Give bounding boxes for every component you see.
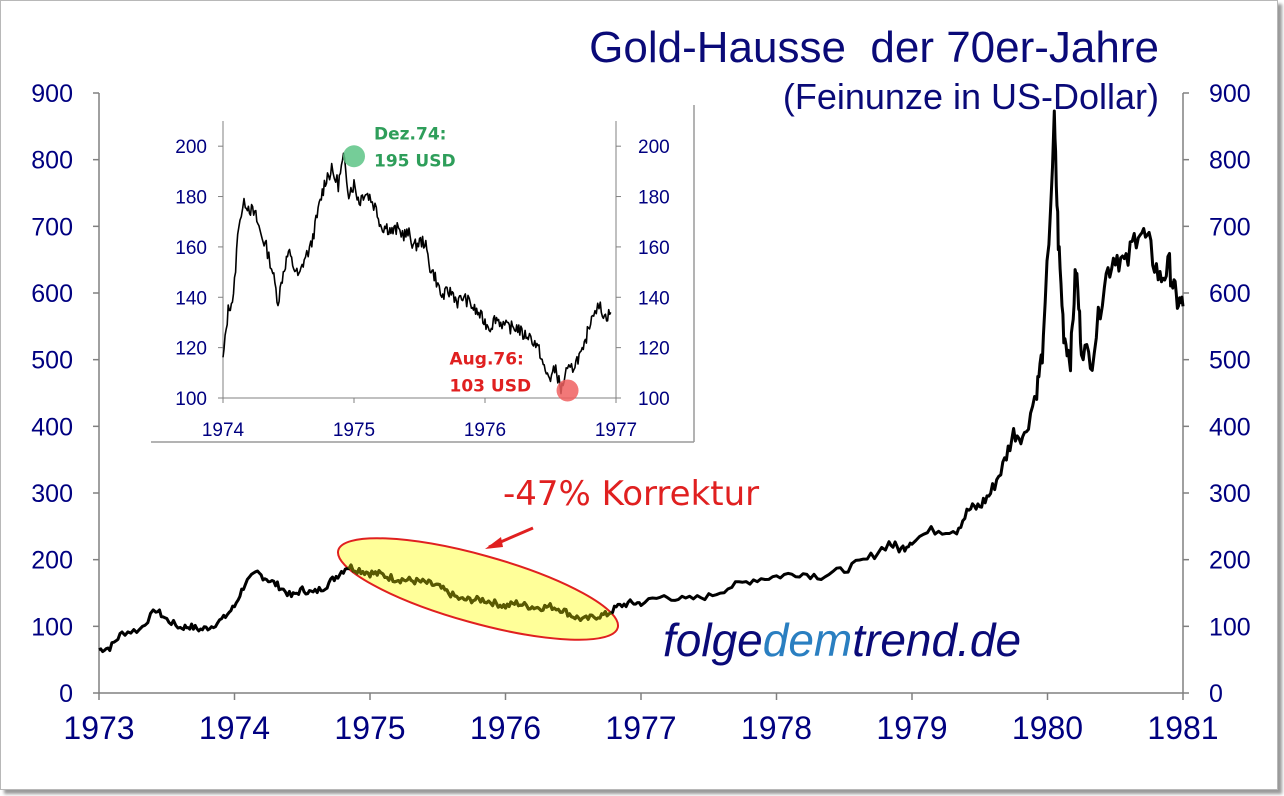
inset-y-tick-label-right: 100 (638, 389, 670, 410)
chart-subtitle: (Feinunze in US-Dollar) (783, 76, 1159, 117)
main-x-tick-label: 1981 (1147, 710, 1218, 746)
main-x-tick-label: 1975 (334, 710, 405, 746)
inset-y-tick-label-right: 180 (638, 188, 670, 209)
main-axes: 0 0 100 100 200 200 300 300 400 400 500 500 600 600 70… (31, 80, 1250, 746)
main-series-line-highlighted (329, 517, 627, 654)
inset-annotation-marker (343, 145, 365, 168)
inset-annotation-value: 103 USD (450, 376, 532, 396)
inset-x-tick-label: 1976 (464, 420, 506, 441)
brand-part-folge: folge (663, 614, 763, 666)
main-x-tick-label: 1980 (1012, 710, 1083, 746)
main-y-tick-label-left: 600 (31, 280, 73, 308)
inset-annotation-marker (556, 379, 579, 402)
inset-y-tick-label-left: 160 (175, 238, 207, 259)
main-x-tick-label: 1977 (605, 710, 676, 746)
main-y-tick-label-right: 200 (1209, 547, 1251, 575)
inset-y-tick-label-left: 180 (175, 188, 207, 209)
main-y-tick-label-right: 600 (1209, 280, 1251, 308)
main-x-tick-label: 1979 (876, 710, 947, 746)
inset-series-line (222, 152, 612, 395)
inset-x-tick-label: 1974 (202, 420, 245, 441)
main-x-tick-label: 1973 (63, 710, 134, 746)
inset-y-tick-label-left: 120 (175, 339, 207, 360)
main-x-tick-label: 1974 (199, 710, 270, 746)
main-y-tick-label-left: 400 (31, 413, 73, 441)
inset-y-tick-label-right: 160 (638, 238, 670, 259)
inset-x-tick-label: 1977 (595, 420, 637, 441)
brand-part-dem: dem (763, 614, 852, 666)
main-y-tick-label-right: 800 (1209, 147, 1251, 175)
inset-chart: 100 100 120 120 140 140 160 160 180 180 200 200 1974… (151, 105, 695, 443)
inset-y-tick-label-right: 200 (638, 137, 670, 158)
brand-watermark: folgedemtrend.de (663, 614, 1021, 666)
chart-title: Gold-Hausse der 70er-Jahre (589, 23, 1159, 72)
inset-annotation-value: 195 USD (374, 151, 456, 171)
inset-annotation-date: Dez.74: (374, 124, 446, 144)
main-y-tick-label-left: 0 (59, 680, 73, 708)
main-y-tick-label-right: 300 (1209, 480, 1251, 508)
inset-y-tick-label-right: 140 (638, 288, 670, 309)
main-y-tick-label-right: 500 (1209, 347, 1251, 375)
main-y-tick-label-right: 0 (1209, 680, 1223, 708)
inset-y-tick-label-left: 100 (175, 389, 207, 410)
main-y-tick-label-left: 800 (31, 147, 73, 175)
inset-y-tick-label-left: 200 (175, 137, 207, 158)
main-y-tick-label-left: 300 (31, 480, 73, 508)
main-y-tick-label-left: 700 (31, 213, 73, 241)
brand-part-trend: trend.de (852, 614, 1021, 666)
main-y-tick-label-left: 200 (31, 547, 73, 575)
main-x-tick-label: 1976 (470, 710, 541, 746)
inset-y-tick-label-left: 140 (175, 288, 207, 309)
main-y-tick-label-right: 900 (1209, 80, 1251, 108)
main-x-tick-label: 1978 (741, 710, 812, 746)
main-y-tick-label-left: 900 (31, 80, 73, 108)
correction-label: -47% Korrektur (503, 474, 759, 514)
main-y-tick-label-right: 100 (1209, 613, 1251, 641)
correction-arrow-head (485, 537, 503, 549)
inset-annotation-date: Aug.76: (450, 349, 524, 369)
main-y-tick-label-left: 500 (31, 347, 73, 375)
main-y-tick-label-right: 700 (1209, 213, 1251, 241)
main-y-tick-label-right: 400 (1209, 413, 1251, 441)
inset-y-tick-label-right: 120 (638, 339, 670, 360)
inset-x-tick-label: 1975 (333, 420, 375, 441)
main-y-tick-label-left: 100 (31, 613, 73, 641)
correction-highlight-ellipse (336, 537, 620, 641)
